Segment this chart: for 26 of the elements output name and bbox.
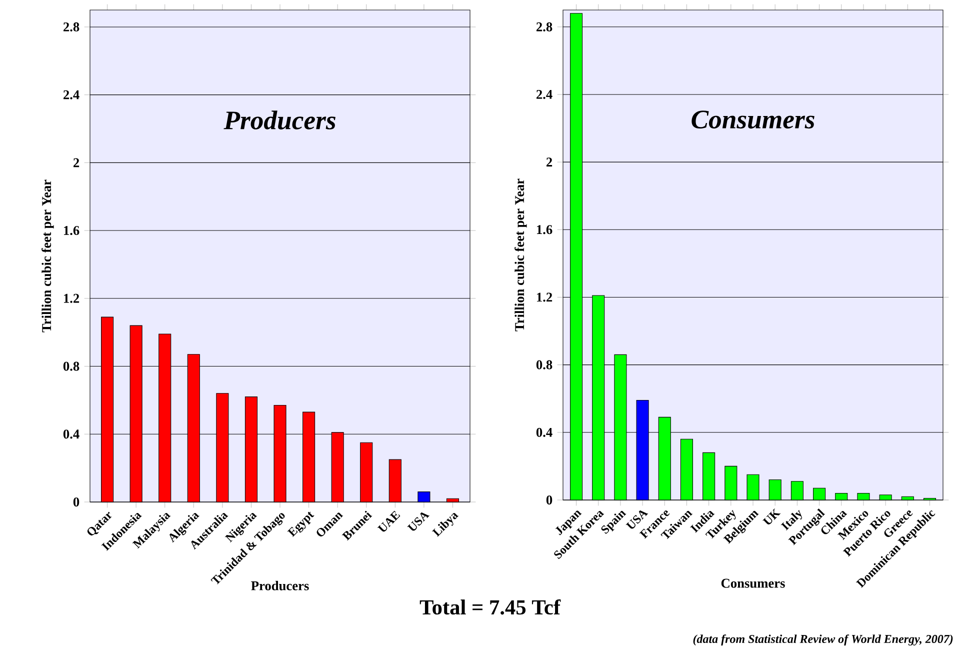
y-tick-label: 0.4 [63, 430, 80, 439]
x-axis-title: Consumers [721, 578, 785, 588]
text: (data from Statistical Review of World Energy, 2007) [693, 634, 953, 646]
y-tick-label: 2.8 [64, 22, 80, 32]
y-tick-label: 2 [546, 158, 552, 166]
text: Total = 7.45 Tcf [420, 599, 561, 615]
y-axis-title: Trillion cubic feet per Year [514, 178, 527, 332]
y-tick-label: 0.8 [63, 362, 80, 371]
text: Producers [224, 110, 336, 130]
y-tick-label: 2 [74, 158, 80, 168]
y-axis-title: Trillion cubic feet per Year [42, 180, 54, 332]
y-tick-label: 0 [546, 495, 552, 504]
x-tick-label: UK [762, 508, 781, 524]
y-tick-label: 1.6 [537, 225, 552, 234]
y-tick-label: 2.4 [536, 90, 552, 99]
y-tick-label: 1.2 [537, 292, 552, 302]
y-tick-label: 0 [73, 497, 80, 506]
y-tick-label: 1.6 [64, 226, 80, 236]
x-tick-label: USA [407, 512, 430, 531]
y-tick-label: 1.2 [64, 294, 80, 303]
text: Consumers [692, 110, 814, 129]
y-tick-label: 2.4 [64, 90, 80, 100]
y-tick-label: 2.8 [536, 22, 552, 32]
y-tick-label: 0.8 [536, 360, 552, 370]
x-axis-title: Producers [251, 580, 309, 590]
y-tick-label: 0.4 [536, 428, 552, 437]
